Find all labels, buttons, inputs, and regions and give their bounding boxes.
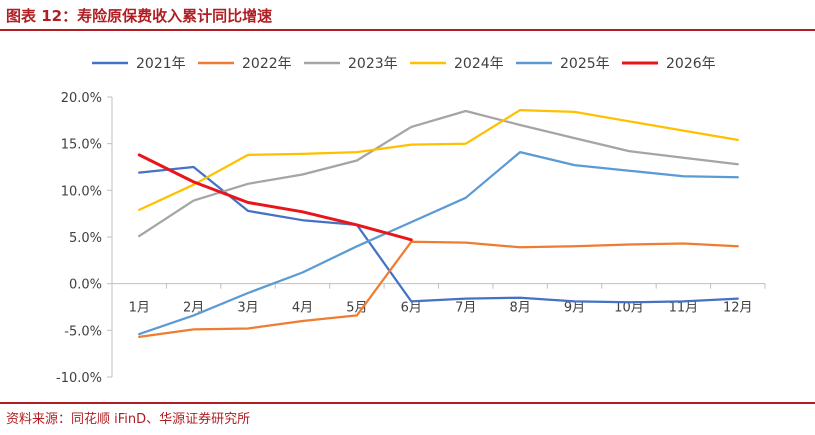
legend-label: 2026年: [666, 56, 716, 72]
x-tick-label: 4月: [292, 301, 313, 316]
source-note: 资料来源：同花顺 iFinD、华源证券研究所: [6, 412, 251, 427]
legend-label: 2021年: [136, 56, 186, 72]
legend-label: 2022年: [242, 56, 292, 72]
x-tick-label: 5月: [346, 301, 367, 316]
title-divider: [0, 29, 815, 31]
axes: 20.0% 15.0% 10.0% 5.0% 0.0% -5.0% -10.0% 1月 2月 3月…: [56, 91, 766, 386]
series-line: [137, 153, 413, 242]
x-tick-label: 12月: [723, 301, 753, 316]
series-line: [138, 165, 739, 304]
footer-divider: [0, 402, 815, 404]
x-tick-label: 1月: [129, 301, 150, 316]
y-tick-label: 15.0%: [61, 138, 102, 153]
x-tick-label: 8月: [509, 301, 530, 316]
x-tick-label: 11月: [669, 301, 699, 316]
y-tick-label: -5.0%: [64, 324, 102, 339]
series-line: [138, 240, 739, 339]
y-tick-label: 20.0%: [61, 91, 102, 106]
series-line: [138, 109, 739, 238]
x-tick-label: 7月: [455, 301, 476, 316]
x-tick-label: 3月: [237, 301, 258, 316]
series-line: [138, 108, 739, 212]
y-tick-label: 10.0%: [61, 184, 102, 199]
legend-label: 2023年: [348, 56, 398, 72]
legend-label: 2024年: [454, 56, 504, 72]
y-tick-label: 5.0%: [69, 231, 102, 246]
x-tick-label: 2月: [183, 301, 204, 316]
x-tick-label: 6月: [401, 301, 422, 316]
legend: 2021年 2022年 2023年 2024年 2025年 2026年: [92, 56, 716, 72]
series-lines: [137, 108, 739, 339]
series-line: [138, 150, 739, 336]
x-tick-label: 10月: [614, 301, 644, 316]
x-tick-label: 9月: [564, 301, 585, 316]
y-tick-label: 0.0%: [69, 278, 102, 293]
legend-label: 2025年: [560, 56, 610, 72]
chart-title: 图表 12：寿险原保费收入累计同比增速: [6, 7, 273, 25]
y-tick-label: -10.0%: [56, 371, 102, 386]
